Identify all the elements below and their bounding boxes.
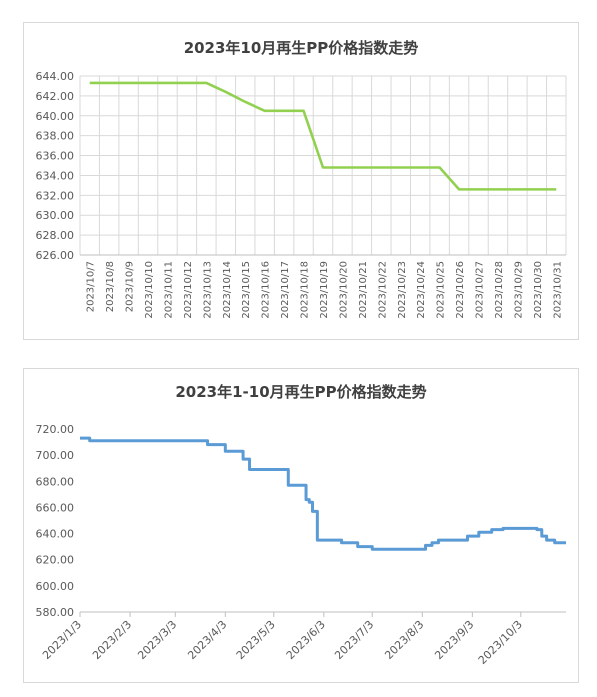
x-tick-label: 2023/1/3 [40,618,84,662]
x-tick-label: 2023/10/14 [222,261,233,319]
x-tick-label: 2023/10/26 [455,261,466,319]
x-tick-label: 2023/9/3 [432,618,476,662]
chart-title: 2023年10月再生PP价格指数走势 [183,39,419,57]
x-tick-label: 2023/10/27 [475,261,486,319]
y-tick-label: 632.00 [36,189,75,202]
x-tick-label: 2023/8/3 [382,618,426,662]
chart-panel-october: 2023年10月再生PP价格指数走势 644.00 642.00 640.00 638… [23,22,579,340]
x-tick-label: 2023/6/3 [284,618,328,662]
y-tick-label: 680.00 [36,475,75,488]
y-tick-label: 620.00 [36,554,75,567]
y-tick-label: 630.00 [36,209,75,222]
x-tick-label: 2023/4/3 [185,618,229,662]
x-tick-label: 2023/10/28 [494,261,505,319]
x-tick-label: 2023/10/12 [183,261,194,319]
y-tick-label: 638.00 [36,130,75,143]
x-tick-label: 2023/10/18 [300,261,311,319]
x-tick-label: 2023/10/17 [280,261,291,319]
x-tick-label: 2023/10/20 [338,261,349,319]
x-tick-label: 2023/10/3 [476,618,525,667]
x-tick-label: 2023/10/7 [86,261,97,312]
x-tick-label: 2023/2/3 [90,618,134,662]
x-tick-label: 2023/10/22 [377,261,388,319]
x-tick-label: 2023/10/31 [552,261,563,319]
x-tick-label: 2023/10/8 [105,261,116,312]
y-tick-label: 700.00 [36,449,75,462]
y-tick-label: 640.00 [36,110,75,123]
x-tick-label: 2023/10/9 [125,261,136,312]
y-tick-label: 628.00 [36,229,75,242]
y-tick-label: 600.00 [36,580,75,593]
x-tick-label: 2023/7/3 [332,618,376,662]
x-tick-label: 2023/10/13 [202,261,213,319]
x-tick-label: 2023/10/10 [144,261,155,319]
x-tick-label: 2023/10/19 [319,261,330,319]
x-tick-label: 2023/10/11 [163,261,174,319]
chart-jan-oct-svg: 720.00 700.00 680.00 660.00 640.00 620.00 600.… [36,423,566,667]
y-tick-label: 660.00 [36,501,75,514]
y-tick-label: 644.00 [36,70,75,83]
x-tick-label: 2023/10/21 [358,261,369,319]
x-tick-label: 2023/10/25 [436,261,447,319]
y-tick-label: 636.00 [36,150,75,163]
x-tick-label: 2023/10/30 [533,261,544,319]
chart-panel-jan-oct: 2023年1-10月再生PP价格指数走势 720.00 700.00 680.00 6… [23,368,579,683]
x-tick-label: 2023/3/3 [135,618,179,662]
x-tick-label: 2023/5/3 [234,618,278,662]
y-tick-label: 626.00 [36,249,75,262]
chart-title: 2023年1-10月再生PP价格指数走势 [175,383,427,401]
y-tick-label: 634.00 [36,169,75,182]
chart-october-svg: 644.00 642.00 640.00 638.00 636.00 634.00 632.… [36,70,567,319]
x-tick-label: 2023/10/23 [397,261,408,319]
y-tick-label: 580.00 [36,606,75,619]
x-tick-label: 2023/10/16 [261,261,272,319]
y-tick-label: 640.00 [36,528,75,541]
series-line [80,436,566,551]
y-tick-label: 642.00 [36,90,75,103]
x-tick-label: 2023/10/29 [513,261,524,319]
x-tick-label: 2023/10/24 [416,261,427,319]
y-tick-label: 720.00 [36,423,75,436]
x-tick-label: 2023/10/15 [241,261,252,319]
